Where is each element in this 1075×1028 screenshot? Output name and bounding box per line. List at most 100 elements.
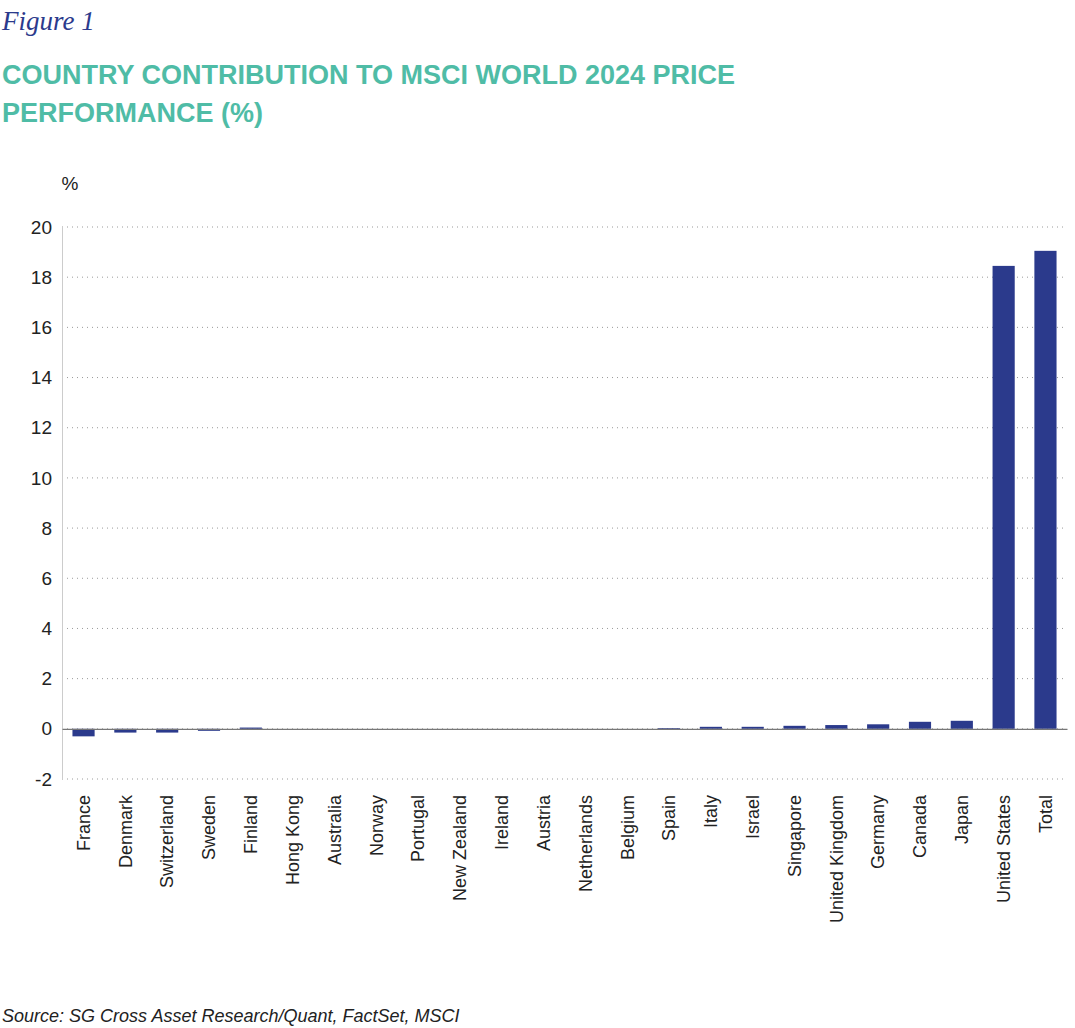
x-tick-label: United Kingdom — [827, 795, 847, 923]
title-line: PERFORMANCE (%) — [2, 98, 263, 128]
grid-line — [62, 427, 1067, 428]
x-tick-label: Australia — [325, 794, 345, 865]
y-tick-label: 4 — [41, 618, 52, 639]
y-tick: 0 — [41, 718, 62, 739]
x-tick-label: Norway — [367, 795, 387, 856]
x-tick-label: Denmark — [116, 794, 136, 868]
x-tick: Israel — [743, 729, 763, 839]
grid — [62, 227, 1067, 779]
grid-line — [62, 628, 1067, 629]
y-tick: 20 — [31, 217, 62, 238]
y-tick: 2 — [41, 668, 62, 689]
y-tick-label: 16 — [31, 317, 52, 338]
chart: Figure 1 COUNTRY CONTRIBUTION TO MSCI WOR… — [0, 0, 1075, 1028]
x-tick: Singapore — [785, 729, 805, 877]
x-tick-label: Sweden — [199, 795, 219, 860]
grid-line — [62, 528, 1067, 529]
bar — [240, 728, 262, 729]
x-axis-line — [63, 729, 1068, 730]
y-tick: 10 — [31, 467, 62, 488]
bar — [993, 266, 1015, 729]
y-tick: 6 — [41, 568, 62, 589]
grid-line — [62, 227, 1067, 228]
x-tick: Sweden — [199, 729, 219, 860]
x-tick: Total — [1036, 729, 1056, 833]
x-tick-label: Finland — [241, 795, 261, 854]
y-tick-label: 18 — [31, 267, 52, 288]
x-tick: Denmark — [116, 729, 136, 868]
y-tick-label: 0 — [41, 718, 52, 739]
grid-line — [62, 277, 1067, 278]
bar — [909, 722, 931, 729]
y-axis: -2 0 2 4 6 8 10 12 14 16 18 20 — [31, 217, 63, 790]
y-tick-label: 14 — [31, 367, 53, 388]
x-tick: Belgium — [618, 729, 638, 860]
y-tick: 16 — [31, 317, 62, 338]
x-tick-label: Canada — [910, 794, 930, 858]
x-tick: Portugal — [408, 729, 428, 862]
grid-line — [62, 779, 1067, 780]
y-tick-label: 20 — [31, 217, 52, 238]
grid-line — [62, 327, 1067, 328]
grid-line — [62, 377, 1067, 378]
x-tick-label: Germany — [868, 795, 888, 869]
y-tick-label: 10 — [31, 467, 52, 488]
x-tick-label: Total — [1036, 795, 1056, 833]
x-tick-label: New Zealand — [450, 795, 470, 901]
x-tick-label: Singapore — [785, 795, 805, 877]
y-tick: -2 — [35, 769, 62, 790]
x-tick: Italy — [701, 729, 721, 828]
x-tick: Ireland — [492, 729, 512, 850]
x-tick-label: Ireland — [492, 795, 512, 850]
x-tick: New Zealand — [450, 729, 470, 901]
x-tick: Hong Kong — [283, 729, 303, 885]
bars — [72, 251, 1056, 737]
y-tick-label: 6 — [41, 568, 52, 589]
title: COUNTRY CONTRIBUTION TO MSCI WORLD 2024 … — [2, 60, 735, 128]
title-line: COUNTRY CONTRIBUTION TO MSCI WORLD 2024 … — [2, 60, 735, 90]
y-tick-label: -2 — [35, 769, 52, 790]
bar — [742, 727, 764, 729]
bar — [1034, 251, 1056, 729]
x-tick-label: Netherlands — [576, 795, 596, 892]
x-tick-label: Portugal — [408, 795, 428, 862]
x-tick-label: Spain — [659, 795, 679, 841]
y-tick-label: 8 — [41, 518, 52, 539]
x-tick-label: Hong Kong — [283, 795, 303, 885]
x-tick: Canada — [910, 729, 930, 858]
figure-label: Figure 1 — [1, 6, 95, 36]
x-tick-label: Austria — [534, 794, 554, 851]
y-tick: 12 — [31, 417, 62, 438]
x-tick: United Kingdom — [827, 729, 847, 923]
x-tick: Norway — [367, 729, 387, 856]
y-tick: 18 — [31, 267, 62, 288]
y-axis-line — [62, 228, 63, 780]
x-tick: United States — [994, 729, 1014, 903]
x-tick-label: Belgium — [618, 795, 638, 860]
x-tick: Germany — [868, 729, 888, 869]
x-tick-label: Italy — [701, 795, 721, 828]
grid-line — [62, 578, 1067, 579]
grid-line — [62, 678, 1067, 679]
source: Source: SG Cross Asset Research/Quant, F… — [2, 1006, 460, 1026]
y-tick: 8 — [41, 518, 62, 539]
x-tick-label: Japan — [952, 795, 972, 844]
x-tick: Finland — [241, 729, 261, 854]
y-tick: 14 — [31, 367, 62, 388]
y-tick: 4 — [41, 618, 62, 639]
x-tick-label: United States — [994, 795, 1014, 903]
bar — [825, 725, 847, 729]
x-tick: Switzerland — [157, 729, 177, 888]
x-axis: France Denmark Switzerland Sweden Finland Hon… — [63, 729, 1068, 923]
x-tick: Austria — [534, 729, 554, 851]
y-label: % — [62, 173, 79, 194]
x-tick: Australia — [325, 729, 345, 865]
grid-line — [62, 477, 1067, 478]
bar — [72, 729, 94, 737]
bar — [867, 724, 889, 729]
x-tick: Japan — [952, 729, 972, 844]
bar — [700, 727, 722, 729]
y-tick-label: 12 — [31, 417, 52, 438]
x-tick-label: France — [74, 795, 94, 851]
x-tick: Spain — [659, 729, 679, 841]
